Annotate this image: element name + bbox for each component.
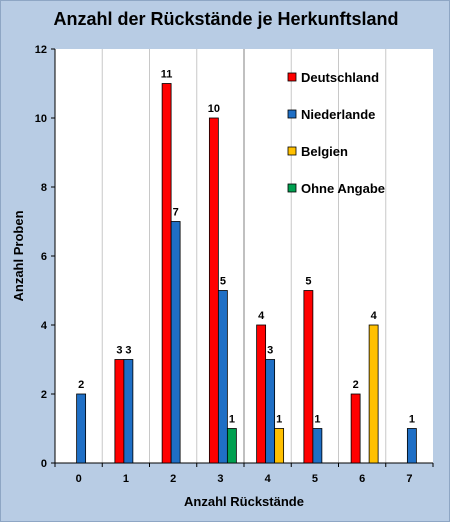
bar [265,359,276,464]
data-label: 5 [220,276,226,288]
data-label: 5 [305,276,311,288]
x-tick-label: 0 [76,473,82,485]
data-label: 2 [78,379,84,391]
legend-swatch [287,109,297,119]
bar [208,117,219,464]
data-label: 2 [353,379,359,391]
bar [161,83,172,464]
bar [350,393,361,464]
x-axis-title: Anzahl Rückstände [184,494,304,509]
y-tick-label: 10 [35,113,47,125]
x-tick-label: 5 [312,473,318,485]
data-label: 1 [314,414,320,426]
data-label: 3 [267,345,273,357]
bar [226,428,237,464]
legend-swatch [287,72,297,82]
bar [303,290,314,464]
data-label: 4 [258,310,265,322]
bar [274,428,285,464]
y-tick-label: 12 [35,44,47,56]
legend-swatch [287,146,297,156]
x-tick-label: 3 [217,473,223,485]
legend-label: Belgien [301,144,348,159]
y-tick-label: 6 [41,251,47,263]
legend-label: Ohne Angabe [301,181,385,196]
legend-label: Niederlande [301,107,375,122]
data-label: 4 [371,310,378,322]
bar [217,290,228,464]
y-axis-title: Anzahl Proben [11,210,26,301]
data-label: 3 [125,345,131,357]
bar [256,324,267,464]
bar [312,428,323,464]
y-tick-label: 2 [41,389,47,401]
data-label: 3 [116,345,122,357]
x-tick-label: 6 [359,473,365,485]
chart-title: Anzahl der Rückstände je Herkunftsland [53,9,399,29]
legend-swatch [287,183,297,193]
y-tick-label: 4 [41,320,48,332]
data-label: 1 [276,414,282,426]
data-label: 11 [161,69,173,81]
data-label: 10 [208,103,220,115]
bar [123,359,134,464]
data-label: 7 [173,207,179,219]
x-tick-label: 2 [170,473,176,485]
bar [114,359,125,464]
bar [76,393,87,464]
x-tick-label: 7 [406,473,412,485]
x-tick-label: 1 [123,473,129,485]
y-tick-label: 0 [41,458,47,470]
bar [406,428,417,464]
legend-label: Deutschland [301,70,379,85]
y-tick-label: 8 [41,182,47,194]
data-label: 1 [229,414,235,426]
bar [368,324,379,464]
x-tick-label: 4 [265,473,272,485]
data-label: 1 [409,414,415,426]
bar [170,221,181,464]
